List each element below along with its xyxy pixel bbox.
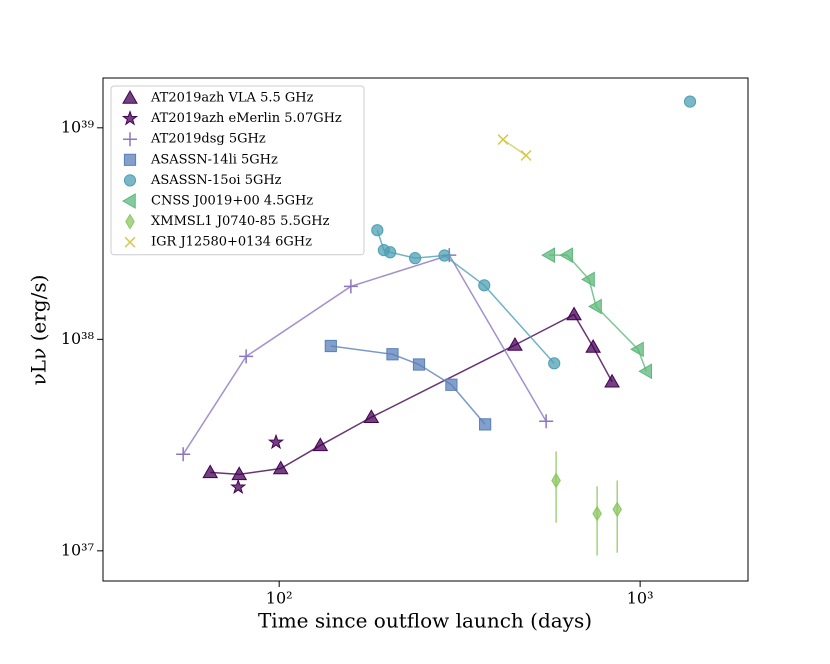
marker [409,252,422,265]
marker [371,224,384,237]
marker [363,409,380,424]
marker [592,505,602,522]
marker [272,460,289,475]
marker [312,437,329,452]
marker [124,236,136,248]
marker [478,279,491,292]
marker [176,447,191,462]
marker [581,271,595,288]
marker [559,247,573,264]
marker [438,249,451,262]
marker [604,373,620,388]
marker [497,134,509,145]
marker [585,338,602,353]
series-line [210,313,613,476]
legend-label: ASASSN-15oi 5GHz [150,173,282,188]
series-line [502,138,527,157]
plot-frame [102,77,749,582]
series-line [330,345,486,425]
marker [412,358,426,371]
marker [267,433,285,450]
legend-label: AT2019azh VLA 5.5 GHz [150,91,314,106]
series-line [549,254,647,372]
marker [384,246,397,259]
legend-box [110,85,365,256]
series-line [182,254,547,455]
y-tick-label: 10³⁹ [61,117,95,136]
marker [588,298,602,315]
marker [386,348,399,361]
marker [343,279,358,294]
marker [638,363,653,380]
marker [121,110,139,126]
marker [122,89,138,104]
marker [683,95,697,108]
marker [123,153,137,166]
marker [539,414,554,429]
marker [121,193,136,209]
y-tick-label: 10³⁸ [61,329,94,348]
legend-label: XMMSL1 J0740-85 5.5GHz [151,214,330,229]
marker [202,464,219,479]
marker [566,306,582,321]
series-line [377,102,690,364]
marker [479,418,492,431]
marker [541,247,555,264]
marker [551,472,561,489]
marker [125,213,135,230]
marker [324,339,337,353]
legend-label: IGR J12580+0134 6GHz [151,235,312,250]
y-tick-label: 10³⁷ [61,540,94,559]
marker [239,349,254,364]
marker [230,478,247,495]
marker [123,132,137,147]
marker [612,501,622,518]
marker [520,150,532,161]
marker [231,466,248,481]
legend-label: AT2019dsg 5GHz [150,132,266,147]
legend-label: AT2019azh eMerlin 5.07GHz [150,111,342,126]
marker [123,174,137,187]
x-tick-label: 10² [266,589,293,608]
x-tick-label: 10³ [627,589,654,608]
y-axis-label: νLν (erg/s) [27,275,51,386]
marker [630,341,644,358]
legend-label: ASASSN-14li 5GHz [150,152,278,167]
legend: AT2019azh VLA 5.5 GHz AT2019azh eMerlin 5… [110,85,365,256]
x-axis-label: Time since outflow launch (days) [258,609,592,633]
marker [507,336,523,351]
marker [445,378,458,391]
marker [548,357,561,370]
legend-label: CNSS J0019+00 4.5GHz [151,194,313,209]
